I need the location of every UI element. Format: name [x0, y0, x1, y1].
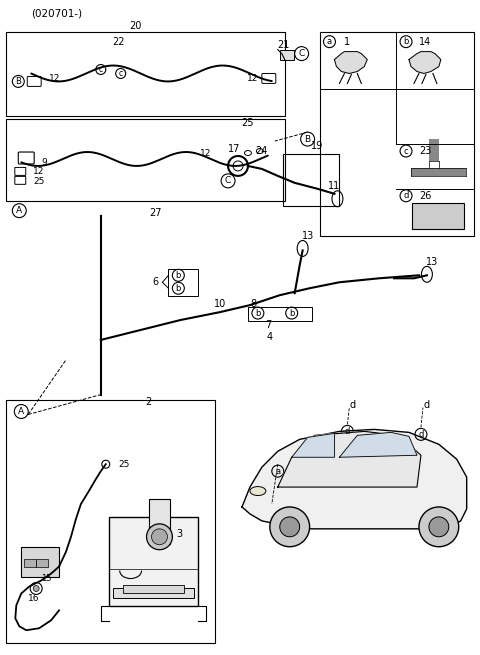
Text: 12: 12 [247, 74, 258, 83]
Circle shape [152, 529, 168, 545]
Text: C: C [299, 49, 305, 58]
Text: 4: 4 [267, 332, 273, 342]
FancyBboxPatch shape [15, 176, 26, 184]
Text: 22: 22 [112, 37, 125, 47]
Text: A: A [18, 407, 24, 416]
Text: 9: 9 [41, 159, 47, 168]
Ellipse shape [332, 191, 343, 207]
Text: b: b [176, 284, 181, 293]
Text: 26: 26 [419, 191, 432, 201]
Text: 24: 24 [256, 146, 268, 156]
Text: c: c [404, 147, 408, 155]
FancyBboxPatch shape [262, 73, 276, 83]
Text: A: A [16, 206, 23, 215]
Text: 16: 16 [27, 594, 39, 603]
Text: b: b [255, 309, 261, 318]
Text: 12: 12 [49, 74, 60, 83]
Text: 6: 6 [153, 277, 158, 288]
Ellipse shape [421, 267, 432, 282]
Text: 23: 23 [419, 146, 432, 156]
Text: 13: 13 [301, 231, 314, 240]
Text: 12: 12 [33, 168, 45, 176]
Polygon shape [335, 52, 367, 73]
Bar [248, 307, 312, 321]
Text: B: B [304, 134, 311, 143]
FancyBboxPatch shape [15, 168, 26, 176]
Ellipse shape [244, 151, 252, 155]
Text: b: b [289, 309, 294, 318]
Text: 17: 17 [228, 144, 240, 154]
Bar [109, 517, 198, 607]
Text: 27: 27 [149, 208, 162, 217]
Bar [280, 50, 294, 60]
Text: 25: 25 [33, 178, 45, 187]
Text: C: C [225, 176, 231, 185]
Bar [148, 499, 170, 544]
Ellipse shape [250, 487, 266, 496]
Polygon shape [242, 430, 467, 529]
Circle shape [33, 586, 39, 591]
Bar [411, 168, 466, 176]
Bar [6, 31, 285, 116]
Bar [123, 586, 184, 593]
Circle shape [280, 517, 300, 537]
Circle shape [429, 517, 449, 537]
Ellipse shape [256, 149, 264, 153]
Bar [320, 31, 474, 236]
Polygon shape [278, 432, 421, 487]
Bar [36, 559, 48, 567]
Polygon shape [409, 52, 441, 73]
Text: 25: 25 [242, 118, 254, 128]
Text: b: b [403, 37, 409, 46]
Bar [6, 400, 215, 643]
Polygon shape [339, 432, 417, 457]
Text: (020701-): (020701-) [31, 9, 83, 19]
Bar [283, 154, 339, 206]
Bar [113, 588, 194, 599]
Circle shape [146, 524, 172, 550]
Polygon shape [292, 434, 335, 457]
Text: 2: 2 [145, 396, 152, 407]
Text: 13: 13 [426, 257, 438, 267]
Text: d: d [418, 430, 424, 439]
Text: a: a [275, 466, 280, 476]
Text: 7: 7 [264, 320, 271, 330]
Circle shape [419, 507, 459, 547]
Text: B: B [15, 77, 21, 86]
Bar [6, 119, 285, 200]
Text: 11: 11 [328, 181, 341, 191]
Text: d: d [349, 400, 355, 409]
Text: 1: 1 [344, 37, 350, 47]
FancyBboxPatch shape [27, 77, 41, 86]
Bar [412, 203, 464, 229]
Text: 8: 8 [251, 299, 257, 309]
Bar [21, 547, 59, 576]
Text: a: a [327, 37, 332, 46]
Text: d: d [403, 191, 409, 200]
Text: 14: 14 [419, 37, 431, 47]
Text: 21: 21 [277, 40, 290, 50]
Text: 19: 19 [312, 141, 324, 151]
Bar [24, 559, 36, 567]
Text: 10: 10 [214, 299, 226, 309]
Text: b: b [176, 271, 181, 280]
Text: 15: 15 [41, 574, 52, 583]
Text: c: c [119, 69, 123, 78]
Bar [168, 269, 198, 296]
Text: c: c [99, 65, 103, 74]
Text: d: d [345, 427, 350, 436]
Text: 20: 20 [130, 21, 142, 31]
Circle shape [270, 507, 310, 547]
Text: 25: 25 [119, 460, 130, 469]
FancyBboxPatch shape [18, 152, 34, 164]
Ellipse shape [297, 240, 308, 256]
Text: d: d [424, 400, 430, 409]
Bar [429, 139, 439, 161]
Text: 3: 3 [176, 529, 182, 539]
Text: 12: 12 [200, 149, 211, 157]
